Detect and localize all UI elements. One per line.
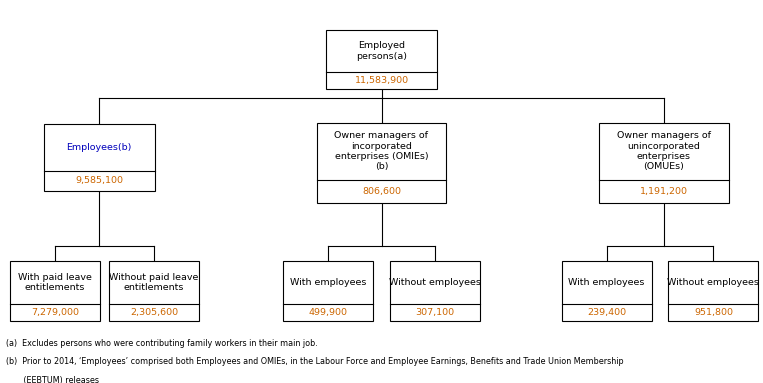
FancyBboxPatch shape — [390, 261, 480, 321]
Text: 806,600: 806,600 — [362, 187, 401, 196]
FancyBboxPatch shape — [562, 261, 652, 321]
Text: Employees(b): Employees(b) — [66, 143, 132, 152]
FancyBboxPatch shape — [327, 30, 436, 89]
FancyBboxPatch shape — [317, 123, 446, 203]
Text: With paid leave
entitlements: With paid leave entitlements — [18, 273, 92, 292]
Text: 307,100: 307,100 — [415, 308, 455, 317]
Text: (EEBTUM) releases: (EEBTUM) releases — [6, 376, 99, 383]
Text: Employed
persons(a): Employed persons(a) — [356, 41, 407, 61]
FancyBboxPatch shape — [668, 261, 758, 321]
FancyBboxPatch shape — [283, 261, 373, 321]
Text: Owner managers of
unincorporated
enterprises
(OMUEs): Owner managers of unincorporated enterpr… — [617, 131, 711, 172]
Text: 499,900: 499,900 — [308, 308, 348, 317]
Text: 11,583,900: 11,583,900 — [355, 76, 408, 85]
FancyBboxPatch shape — [44, 123, 155, 191]
Text: With employees: With employees — [568, 278, 645, 287]
Text: Owner managers of
incorporated
enterprises (OMIEs)
(b): Owner managers of incorporated enterpris… — [334, 131, 429, 172]
Text: 1,191,200: 1,191,200 — [640, 187, 687, 196]
Text: Without employees: Without employees — [668, 278, 759, 287]
Text: With employees: With employees — [290, 278, 366, 287]
FancyBboxPatch shape — [599, 123, 729, 203]
Text: 7,279,000: 7,279,000 — [31, 308, 79, 317]
Text: 951,800: 951,800 — [694, 308, 733, 317]
Text: 2,305,600: 2,305,600 — [130, 308, 179, 317]
Text: (b)  Prior to 2014, ‘Employees’ comprised both Employees and OMIEs, in the Labou: (b) Prior to 2014, ‘Employees’ comprised… — [6, 357, 623, 366]
Text: Without paid leave
entitlements: Without paid leave entitlements — [109, 273, 199, 292]
FancyBboxPatch shape — [109, 261, 199, 321]
Text: 9,585,100: 9,585,100 — [76, 177, 123, 185]
Text: (a)  Excludes persons who were contributing family workers in their main job.: (a) Excludes persons who were contributi… — [6, 339, 318, 348]
Text: 239,400: 239,400 — [587, 308, 626, 317]
Text: Without employees: Without employees — [389, 278, 481, 287]
FancyBboxPatch shape — [10, 261, 100, 321]
